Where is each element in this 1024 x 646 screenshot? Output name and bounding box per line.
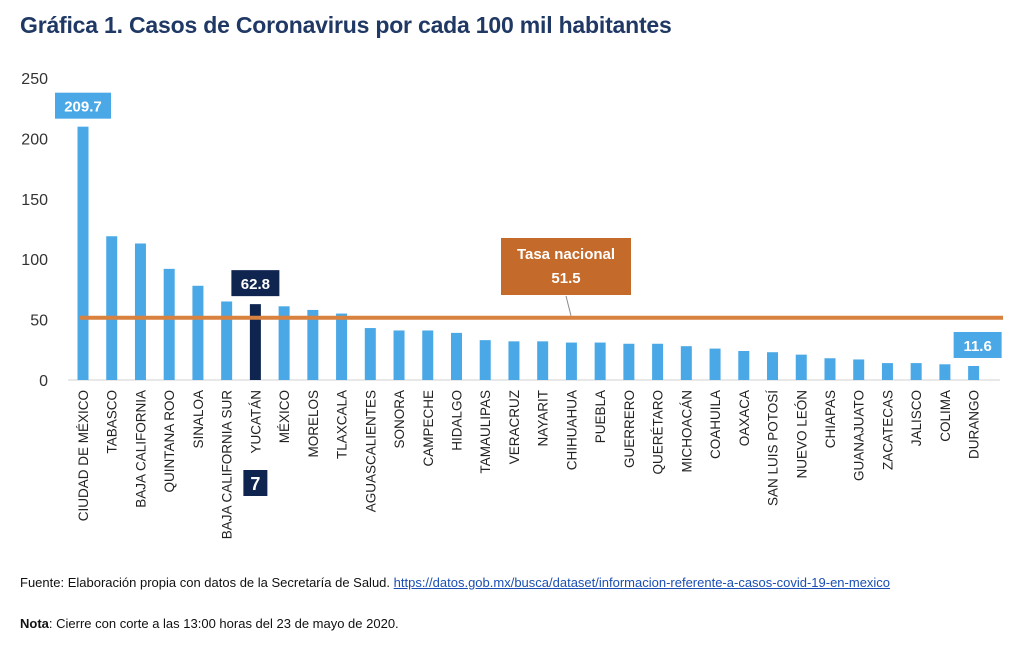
bar <box>479 340 491 380</box>
bar <box>307 309 319 380</box>
source-note: Fuente: Elaboración propia con datos de … <box>20 574 1010 592</box>
bar <box>623 343 635 380</box>
category-label: GUANAJUATO <box>852 390 867 481</box>
national-rate-value: 51.5 <box>551 270 580 287</box>
category-label: ZACATECAS <box>880 390 895 470</box>
bar <box>738 351 750 380</box>
category-label: CAMPECHE <box>421 390 436 467</box>
category-label: VERACRUZ <box>507 390 522 464</box>
bar <box>824 358 836 380</box>
category-label: COLIMA <box>938 390 953 442</box>
bar <box>134 243 146 380</box>
bar <box>594 342 606 380</box>
data-label-box <box>953 331 1002 358</box>
bar <box>278 306 290 380</box>
bar <box>565 342 577 380</box>
national-rate-leader <box>565 295 572 316</box>
category-label: PUEBLA <box>593 390 608 443</box>
cutoff-note: Nota: Cierre con corte a las 13:00 horas… <box>20 615 1010 633</box>
y-tick-label: 100 <box>21 252 48 269</box>
data-label-box <box>55 92 111 119</box>
note-text: : Cierre con corte a las 13:00 horas del… <box>48 616 399 631</box>
category-label: SAN LUIS POTOSÍ <box>766 390 781 506</box>
bar <box>364 328 376 380</box>
y-tick-label: 50 <box>30 313 48 330</box>
category-label: TABASCO <box>105 390 120 454</box>
category-label: MORELOS <box>306 390 321 458</box>
category-label: MÉXICO <box>277 390 292 443</box>
national-rate-box <box>501 238 631 295</box>
source-link[interactable]: https://datos.gob.mx/busca/dataset/infor… <box>393 575 891 590</box>
category-label: YUCATÁN <box>248 390 263 454</box>
data-label-box <box>231 270 280 297</box>
bar <box>221 301 233 380</box>
category-label: CHIAPAS <box>823 390 838 448</box>
bar <box>795 354 807 380</box>
category-label: BAJA CALIFORNIA <box>133 390 148 508</box>
bar <box>652 343 664 380</box>
category-label: CIUDAD DE MÉXICO <box>76 390 91 521</box>
data-label: 62.8 <box>241 276 270 293</box>
category-label: NAYARIT <box>536 390 551 447</box>
category-label: SONORA <box>392 390 407 449</box>
rank-badge <box>243 470 268 496</box>
source-prefix: Fuente: Elaboración propia con datos de … <box>20 575 394 590</box>
note-label: Nota <box>20 616 49 631</box>
bar <box>680 346 692 380</box>
category-label: COAHUILA <box>708 390 723 459</box>
bar <box>537 341 549 380</box>
bar-chart: 0 50 100 150 200 250 CIUDAD DE MÉXICO TABASCO BA… <box>21 71 1003 540</box>
data-label: 11.6 <box>963 338 991 355</box>
bar <box>910 363 922 380</box>
category-label: NUEVO LEÓN <box>794 390 809 479</box>
category-label: JALISCO <box>909 390 924 446</box>
category-label: QUERÉTARO <box>651 390 666 475</box>
category-label: HIDALGO <box>449 390 464 451</box>
bar <box>422 330 434 380</box>
chart-title: Gráfica 1. Casos de Coronavirus por cada… <box>20 12 672 38</box>
y-tick-label: 0 <box>39 373 48 390</box>
bar <box>249 304 261 380</box>
bar <box>853 359 865 380</box>
bar <box>192 285 204 380</box>
y-tick-label: 250 <box>21 71 48 88</box>
category-label: CHIHUAHUA <box>564 390 579 470</box>
category-label: AGUASCALIENTES <box>363 390 378 512</box>
national-rate-title: Tasa nacional <box>517 246 615 263</box>
bar <box>106 236 118 380</box>
category-label: SINALOA <box>191 390 206 449</box>
bar <box>881 363 893 380</box>
category-label: TAMAULIPAS <box>478 390 493 474</box>
y-tick-label: 200 <box>21 131 48 148</box>
bar <box>767 352 779 380</box>
bar <box>163 268 175 380</box>
bar <box>336 313 348 380</box>
y-tick-label: 150 <box>21 192 48 209</box>
category-label: QUINTANA ROO <box>162 390 177 493</box>
category-label: MICHOACÁN <box>679 390 694 473</box>
bar <box>77 126 89 380</box>
category-label: OAXACA <box>737 390 752 446</box>
data-label: 209.7 <box>64 99 102 116</box>
bar <box>939 364 951 380</box>
category-label: DURANGO <box>967 390 982 459</box>
bar <box>709 348 721 380</box>
category-label: GUERRERO <box>622 390 637 468</box>
category-label: BAJA CALIFORNIA SUR <box>220 390 235 540</box>
bar <box>968 365 980 380</box>
bar <box>393 330 405 380</box>
bar <box>450 332 462 380</box>
bar <box>508 341 520 380</box>
rank-badge-label: 7 <box>250 474 260 494</box>
category-label: TLAXCALA <box>335 390 350 459</box>
